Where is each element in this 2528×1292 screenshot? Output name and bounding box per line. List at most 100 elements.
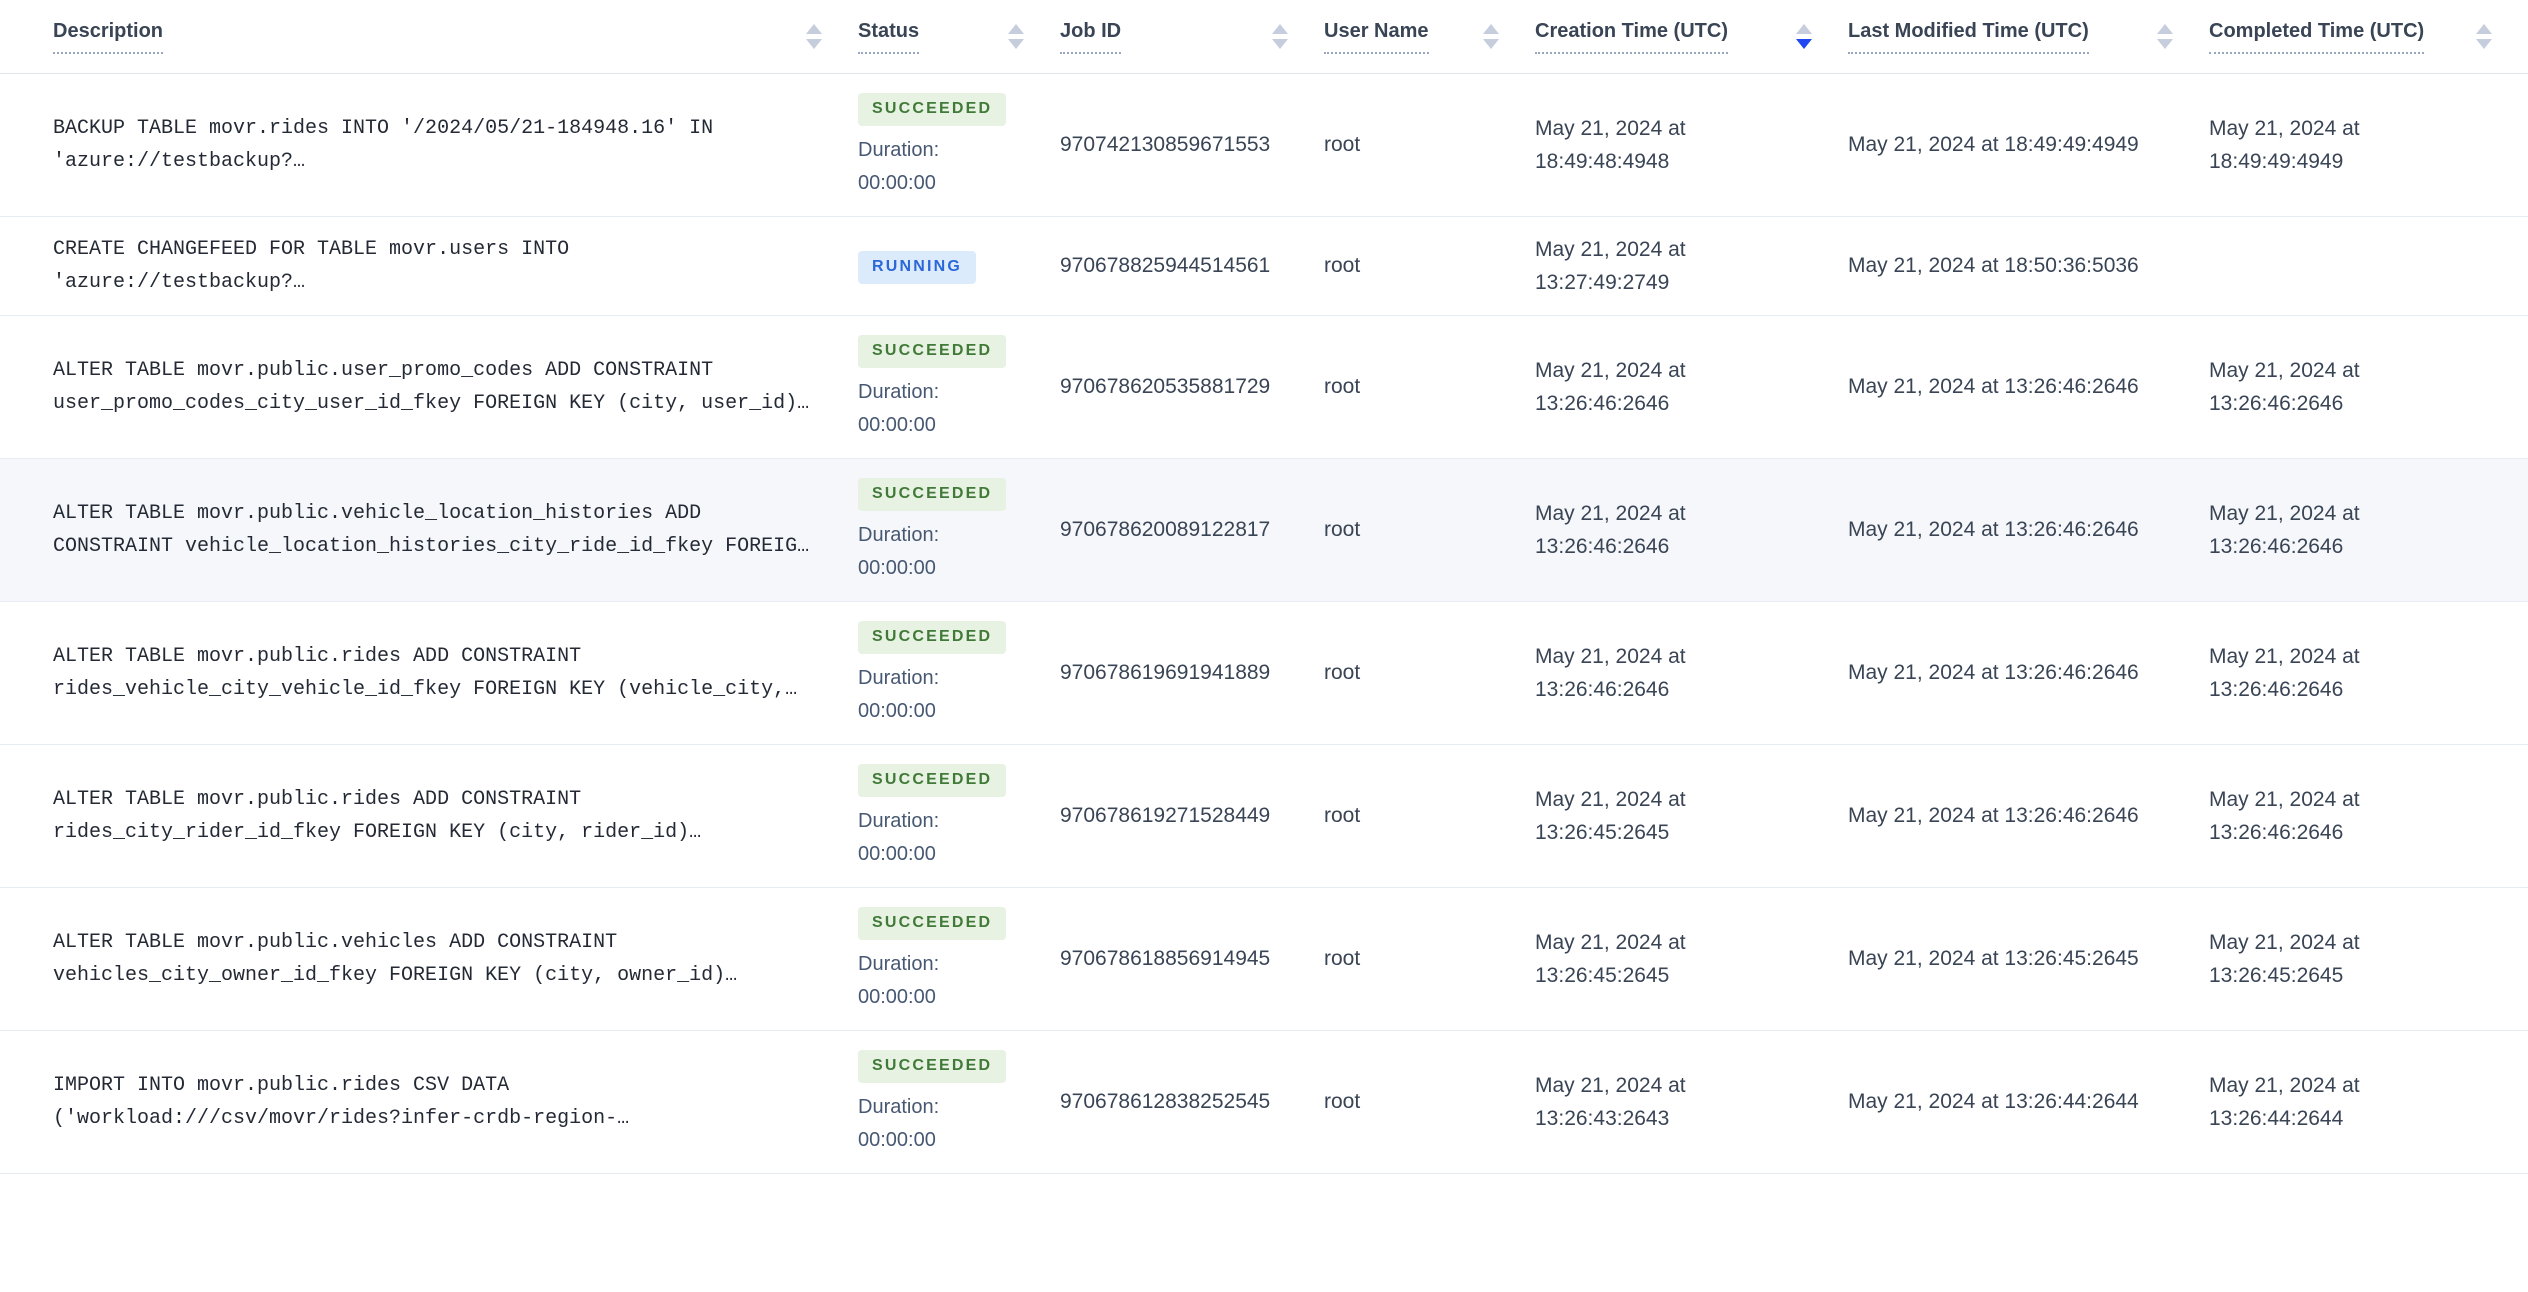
user-name: root (1324, 315, 1535, 459)
completed-time: May 21, 2024 at 13:26:45:2645 (2209, 887, 2528, 1031)
status-badge: SUCCEEDED (858, 763, 1007, 797)
job-id: 970678620535881729 (1060, 315, 1324, 459)
sort-icon[interactable] (1008, 23, 1024, 49)
column-label-creation-time: Creation Time (UTC) (1535, 19, 1728, 54)
column-header-job-id[interactable]: Job ID (1060, 19, 1288, 54)
table-row[interactable]: IMPORT INTO movr.public.rides CSV DATA (… (0, 1030, 2528, 1174)
job-description[interactable]: ALTER TABLE movr.public.vehicles ADD CON… (0, 887, 858, 1031)
table-row[interactable]: ALTER TABLE movr.public.vehicles ADD CON… (0, 887, 2528, 1031)
user-name: root (1324, 1030, 1535, 1174)
duration-value: 00:00:00 (858, 413, 936, 436)
table-header-row: Description Status Job ID User Name Crea… (0, 0, 2528, 74)
user-name: root (1324, 458, 1535, 602)
sort-icon[interactable] (1272, 23, 1288, 49)
last-modified-time: May 21, 2024 at 13:26:46:2646 (1848, 458, 2209, 602)
job-id: 970678618856914945 (1060, 887, 1324, 1031)
sort-icon-active-desc[interactable] (1796, 23, 1812, 49)
column-header-status[interactable]: Status (858, 19, 1024, 54)
completed-time: May 21, 2024 at 13:26:46:2646 (2209, 744, 2528, 888)
column-label-job-id: Job ID (1060, 19, 1122, 54)
last-modified-time: May 21, 2024 at 13:26:46:2646 (1848, 744, 2209, 888)
sort-icon[interactable] (2157, 23, 2173, 49)
last-modified-time: May 21, 2024 at 13:26:45:2645 (1848, 887, 2209, 1031)
last-modified-time: May 21, 2024 at 13:26:46:2646 (1848, 315, 2209, 459)
sort-icon[interactable] (2476, 23, 2492, 49)
completed-time: May 21, 2024 at 13:26:46:2646 (2209, 315, 2528, 459)
job-description[interactable]: ALTER TABLE movr.public.user_promo_codes… (0, 315, 858, 459)
job-id: 970678619271528449 (1060, 744, 1324, 888)
creation-time: May 21, 2024 at 13:26:46:2646 (1535, 458, 1848, 602)
duration-value: 00:00:00 (858, 842, 936, 865)
column-header-user-name[interactable]: User Name (1324, 19, 1499, 54)
status-badge: SUCCEEDED (858, 620, 1007, 654)
column-label-description: Description (53, 19, 164, 54)
table-row[interactable]: ALTER TABLE movr.public.user_promo_codes… (0, 315, 2528, 459)
duration-value: 00:00:00 (858, 985, 936, 1008)
table-row[interactable]: CREATE CHANGEFEED FOR TABLE movr.users I… (0, 216, 2528, 316)
status-badge: SUCCEEDED (858, 1049, 1007, 1083)
column-label-user-name: User Name (1324, 19, 1429, 54)
duration-label: Duration: (858, 809, 940, 832)
duration-label: Duration: (858, 380, 940, 403)
sort-icon[interactable] (806, 23, 822, 49)
user-name: root (1324, 744, 1535, 888)
table-row-highlighted[interactable]: ALTER TABLE movr.public.vehicle_location… (0, 458, 2528, 602)
column-header-description[interactable]: Description (53, 19, 822, 54)
duration-label: Duration: (858, 666, 940, 689)
job-description[interactable]: BACKUP TABLE movr.rides INTO '/2024/05/2… (0, 73, 858, 217)
job-id: 970742130859671553 (1060, 73, 1324, 217)
job-id: 970678825944514561 (1060, 216, 1324, 316)
duration-value: 00:00:00 (858, 171, 936, 194)
user-name: root (1324, 887, 1535, 1031)
table-row[interactable]: BACKUP TABLE movr.rides INTO '/2024/05/2… (0, 73, 2528, 217)
creation-time: May 21, 2024 at 13:26:43:2643 (1535, 1030, 1848, 1174)
column-label-status: Status (858, 19, 920, 54)
duration-label: Duration: (858, 523, 940, 546)
creation-time: May 21, 2024 at 13:26:45:2645 (1535, 744, 1848, 888)
jobs-table: Description Status Job ID User Name Crea… (0, 0, 2528, 1174)
creation-time: May 21, 2024 at 18:49:48:4948 (1535, 73, 1848, 217)
creation-time: May 21, 2024 at 13:26:46:2646 (1535, 601, 1848, 745)
status-badge: SUCCEEDED (858, 906, 1007, 940)
last-modified-time: May 21, 2024 at 18:50:36:5036 (1848, 216, 2209, 316)
status-badge: RUNNING (858, 250, 977, 284)
creation-time: May 21, 2024 at 13:26:45:2645 (1535, 887, 1848, 1031)
column-header-creation-time[interactable]: Creation Time (UTC) (1535, 19, 1812, 54)
creation-time: May 21, 2024 at 13:27:49:2749 (1535, 216, 1848, 316)
completed-time: May 21, 2024 at 13:26:44:2644 (2209, 1030, 2528, 1174)
job-id: 970678612838252545 (1060, 1030, 1324, 1174)
duration-label: Duration: (858, 138, 940, 161)
column-header-completed-time[interactable]: Completed Time (UTC) (2209, 19, 2492, 54)
user-name: root (1324, 216, 1535, 316)
column-label-completed-time: Completed Time (UTC) (2209, 19, 2425, 54)
status-badge: SUCCEEDED (858, 92, 1007, 126)
sort-icon[interactable] (1483, 23, 1499, 49)
completed-time: May 21, 2024 at 18:49:49:4949 (2209, 73, 2528, 217)
job-description[interactable]: ALTER TABLE movr.public.vehicle_location… (0, 458, 858, 602)
table-row[interactable]: ALTER TABLE movr.public.rides ADD CONSTR… (0, 601, 2528, 745)
job-description[interactable]: IMPORT INTO movr.public.rides CSV DATA (… (0, 1030, 858, 1174)
status-badge: SUCCEEDED (858, 477, 1007, 511)
status-badge: SUCCEEDED (858, 334, 1007, 368)
job-id: 970678619691941889 (1060, 601, 1324, 745)
user-name: root (1324, 601, 1535, 745)
last-modified-time: May 21, 2024 at 18:49:49:4949 (1848, 73, 2209, 217)
job-description[interactable]: CREATE CHANGEFEED FOR TABLE movr.users I… (0, 216, 858, 316)
user-name: root (1324, 73, 1535, 217)
duration-label: Duration: (858, 952, 940, 975)
completed-time: May 21, 2024 at 13:26:46:2646 (2209, 601, 2528, 745)
creation-time: May 21, 2024 at 13:26:46:2646 (1535, 315, 1848, 459)
last-modified-time: May 21, 2024 at 13:26:44:2644 (1848, 1030, 2209, 1174)
duration-value: 00:00:00 (858, 556, 936, 579)
last-modified-time: May 21, 2024 at 13:26:46:2646 (1848, 601, 2209, 745)
job-id: 970678620089122817 (1060, 458, 1324, 602)
duration-value: 00:00:00 (858, 1128, 936, 1151)
column-header-last-modified-time[interactable]: Last Modified Time (UTC) (1848, 19, 2173, 54)
duration-label: Duration: (858, 1095, 940, 1118)
duration-value: 00:00:00 (858, 699, 936, 722)
job-description[interactable]: ALTER TABLE movr.public.rides ADD CONSTR… (0, 601, 858, 745)
completed-time: May 21, 2024 at 13:26:46:2646 (2209, 458, 2528, 602)
table-row[interactable]: ALTER TABLE movr.public.rides ADD CONSTR… (0, 744, 2528, 888)
job-description[interactable]: ALTER TABLE movr.public.rides ADD CONSTR… (0, 744, 858, 888)
